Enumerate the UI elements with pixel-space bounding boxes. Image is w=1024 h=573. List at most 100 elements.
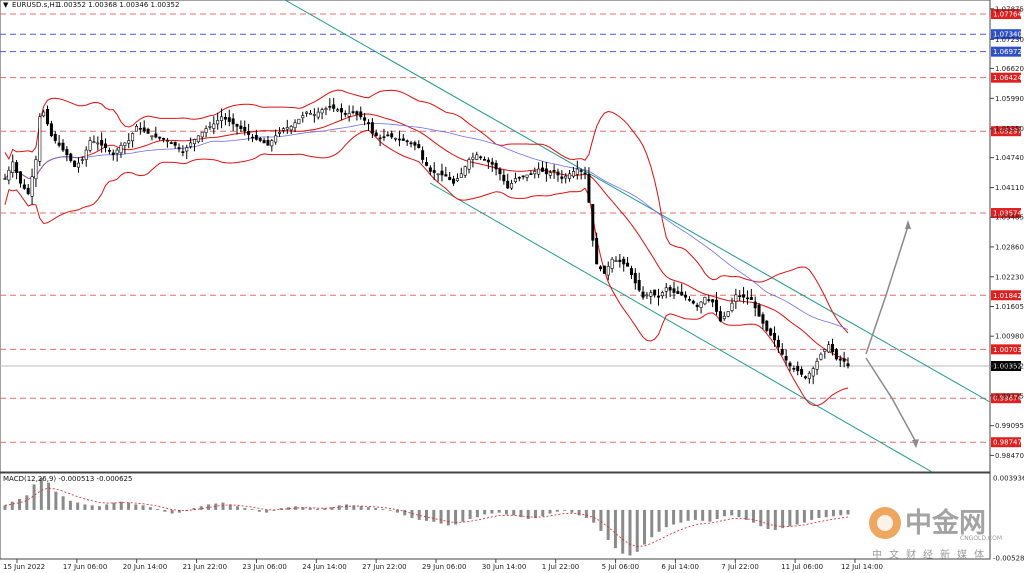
candle-body [80, 159, 84, 161]
candle-body [823, 349, 827, 352]
candle-body [529, 173, 533, 176]
brand-domain: CNGOLD.COM [960, 535, 1002, 542]
candle-body [583, 172, 587, 175]
header-arrow-icon[interactable]: ▼ [3, 1, 9, 9]
candle-body [301, 115, 305, 119]
price-axis: 1.07764 1.07340 1.06972 1.06424 1.05297 1.035… [990, 5, 1024, 460]
candle-body [811, 368, 815, 377]
price-label-box [991, 290, 1021, 301]
candle-body [494, 163, 498, 170]
candle-body [568, 173, 572, 179]
candle-body [807, 372, 811, 379]
candle-body [776, 339, 780, 348]
candle-body [428, 167, 432, 172]
candle-body [150, 135, 154, 138]
candle-body [53, 133, 57, 141]
candle-body [680, 291, 684, 296]
candle-body [564, 175, 568, 179]
candle-body [413, 142, 417, 146]
candle-body [11, 161, 15, 173]
candle-body [247, 131, 251, 135]
candle-body [587, 174, 591, 203]
candle-body [463, 166, 467, 176]
candle-body [343, 113, 347, 115]
y-tick-label: 1.03485 [995, 214, 1024, 222]
price-label-box [991, 126, 1021, 137]
price-label: 1.00703 [993, 346, 1022, 354]
candle-body [397, 138, 401, 141]
candle-body [262, 140, 266, 144]
candle-body [486, 159, 490, 163]
candle-body [571, 171, 575, 177]
candle-body [788, 362, 792, 367]
candle-body [838, 358, 842, 361]
candle-body [189, 142, 193, 147]
x-tick-label: 11 Jul 06:00 [781, 563, 823, 571]
candle-body [336, 109, 340, 112]
candle-body [579, 170, 583, 172]
candle-body [769, 328, 773, 336]
candle-body [320, 109, 324, 114]
price-panel-frame [0, 0, 991, 473]
candle-body [765, 320, 769, 331]
candle-body [595, 237, 599, 265]
candle-body [111, 152, 115, 156]
price-label-box [991, 29, 1021, 40]
candle-body [324, 108, 328, 111]
candle-body [142, 127, 146, 132]
price-label-box [991, 393, 1021, 404]
candle-body [459, 173, 463, 178]
candle-body [455, 178, 459, 182]
candle-body [131, 133, 135, 142]
candle-body [231, 118, 235, 125]
candle-body [119, 145, 123, 154]
candle-body [270, 140, 274, 147]
candle-body [173, 141, 177, 146]
candle-body [88, 140, 92, 151]
candle-body [599, 266, 603, 270]
candle-body [370, 122, 374, 134]
candle-body [846, 363, 850, 367]
candle-body [181, 151, 185, 153]
candle-body [749, 296, 753, 300]
candle-body [803, 376, 807, 379]
candle-body [347, 112, 351, 117]
candle-body [668, 287, 672, 291]
candle-body [7, 169, 11, 181]
candle-body [38, 116, 42, 162]
candle-body [204, 128, 208, 133]
candle-body [664, 287, 668, 292]
candle-body [359, 111, 363, 118]
candle-body [722, 315, 726, 319]
candle-body [718, 311, 722, 322]
candle-body [475, 154, 479, 160]
candle-body [84, 149, 88, 160]
candle-body [366, 122, 370, 125]
candle-body [92, 141, 96, 144]
time-axis: 15 Jun 2022 17 Jun 06:00 20 Jun 14:00 21 Ju… [3, 559, 883, 571]
forecast-down-path [865, 357, 917, 443]
price-label: 0.99674 [993, 395, 1022, 403]
candle-body [711, 299, 715, 303]
candle-body [606, 266, 610, 276]
candle-body [378, 137, 382, 140]
candle-body [158, 136, 162, 139]
candle-body [312, 114, 316, 116]
candle-body [537, 168, 541, 175]
price-label-box [991, 46, 1021, 57]
candle-body [684, 294, 688, 298]
candle-body [289, 126, 293, 131]
candle-body [707, 299, 711, 301]
candle-body [792, 367, 796, 370]
candle-body [591, 204, 595, 241]
candle-body [730, 302, 734, 312]
candle-body [753, 301, 757, 309]
channel-lower-line [429, 182, 933, 473]
candle-body [614, 260, 618, 262]
brand-name: 中金网 [905, 507, 986, 539]
y-tick-label: 1.07875 [995, 5, 1024, 13]
candle-body [525, 174, 529, 178]
candle-body [479, 156, 483, 159]
candle-body [212, 123, 216, 129]
